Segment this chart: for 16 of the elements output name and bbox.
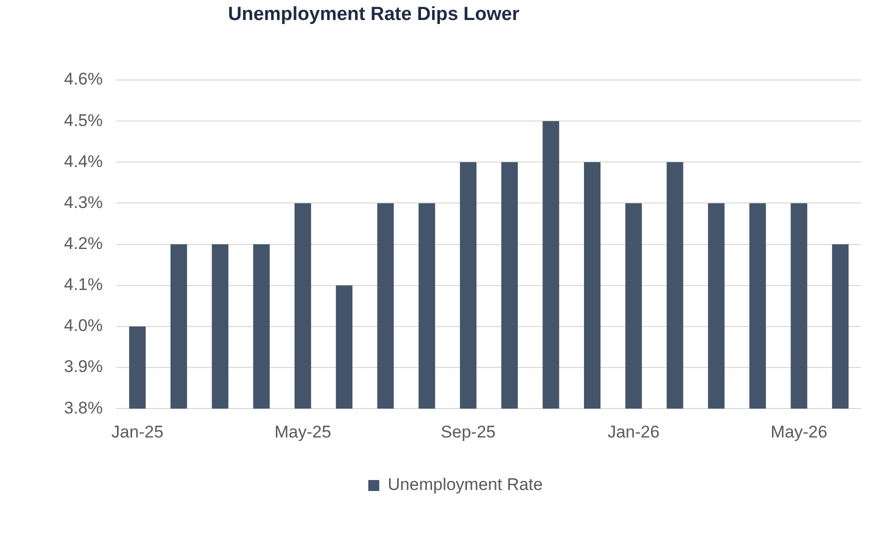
y-tick-label: 4.2%	[64, 234, 103, 253]
y-tick-label: 4.1%	[64, 275, 103, 294]
y-tick-label: 4.3%	[64, 192, 103, 212]
x-tick-label: Jan-26	[608, 422, 660, 442]
y-tick-label: 4.4%	[64, 152, 103, 171]
legend-label: Unemployment Rate	[388, 475, 543, 494]
y-tick-label: 3.9%	[64, 357, 103, 376]
x-tick-label: Sep-25	[440, 422, 496, 442]
chart-title: Unemployment Rate Dips Lower	[228, 4, 520, 26]
x-tick-label: May-26	[770, 422, 828, 442]
y-tick-label: 4.6%	[64, 70, 103, 89]
y-tick-label: 3.8%	[64, 398, 103, 418]
y-tick-label: 4.0%	[64, 316, 103, 336]
x-tick-label: Jan-25	[111, 422, 164, 442]
x-tick-label: May-25	[274, 422, 332, 442]
y-tick-label: 4.5%	[64, 110, 103, 130]
